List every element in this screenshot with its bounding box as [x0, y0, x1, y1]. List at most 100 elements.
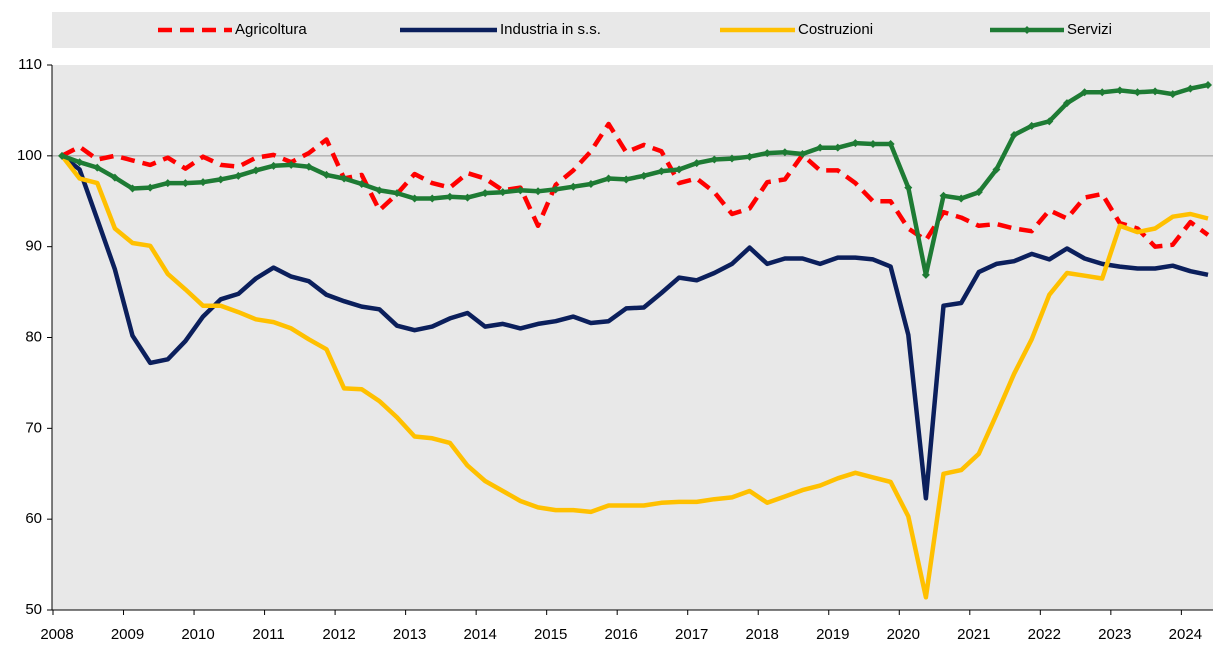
legend-label: Industria in s.s.	[500, 21, 601, 38]
series-marker	[745, 152, 754, 161]
series-marker	[1186, 84, 1195, 93]
series-marker	[816, 143, 825, 152]
series-marker	[110, 173, 119, 182]
y-tick-label: 50	[25, 601, 42, 618]
series-marker	[886, 140, 895, 149]
series-marker	[269, 161, 278, 170]
series-marker	[622, 175, 631, 184]
series-line	[60, 154, 1209, 501]
series-marker	[921, 270, 930, 279]
x-tick-label: 2013	[393, 626, 426, 643]
y-tick-label: 110	[18, 56, 42, 73]
x-tick-label: 2015	[534, 626, 567, 643]
series-marker	[974, 188, 983, 197]
series-marker	[128, 184, 137, 193]
series-marker	[851, 139, 860, 148]
series-marker	[727, 154, 736, 163]
series-marker	[58, 151, 66, 160]
series-marker	[1204, 80, 1212, 89]
series-marker	[357, 179, 366, 188]
series-marker	[1151, 87, 1160, 96]
x-tick-label: 2011	[252, 626, 284, 643]
series-marker	[428, 194, 437, 203]
series-marker	[93, 163, 102, 172]
series-marker	[1045, 117, 1054, 126]
series-marker	[569, 182, 578, 191]
series-marker	[1027, 121, 1036, 130]
x-tick-label: 2008	[40, 626, 73, 643]
series-marker	[534, 187, 543, 196]
x-tick-label: 2018	[746, 626, 779, 643]
series-marker	[1062, 99, 1071, 108]
series-marker	[1133, 88, 1142, 97]
series-marker	[675, 165, 684, 174]
series-marker	[1168, 90, 1177, 99]
series-marker	[710, 155, 719, 164]
series-marker	[322, 170, 331, 179]
series-marker	[639, 171, 648, 180]
series-marker	[869, 140, 878, 149]
series-marker	[939, 191, 948, 200]
series-marker	[392, 189, 401, 198]
series-marker	[498, 188, 507, 197]
y-tick-label: 90	[25, 238, 42, 255]
series-marker	[181, 179, 190, 188]
x-tick-label: 2014	[463, 626, 496, 643]
series-marker	[216, 175, 225, 184]
series-marker	[798, 150, 807, 159]
x-tick-label: 2010	[181, 626, 214, 643]
series-marker	[763, 149, 772, 158]
series-marker	[304, 162, 313, 171]
series-marker	[375, 186, 384, 195]
legend-label: Agricoltura	[235, 21, 307, 38]
x-tick-label: 2019	[816, 626, 849, 643]
series-marker	[75, 158, 84, 167]
x-tick-label: 2016	[604, 626, 637, 643]
series-marker	[1098, 88, 1107, 97]
series-marker	[481, 189, 490, 198]
y-tick-label: 100	[17, 147, 42, 164]
y-tick-label: 70	[25, 419, 42, 436]
series-marker	[657, 167, 666, 176]
series-marker	[199, 178, 208, 187]
legend-marker	[1023, 26, 1031, 34]
x-tick-label: 2021	[957, 626, 990, 643]
x-tick-label: 2012	[322, 626, 355, 643]
series-marker	[287, 160, 296, 169]
series-marker	[957, 194, 966, 203]
series-line	[60, 121, 1210, 249]
series-marker	[516, 186, 525, 195]
series-line	[60, 154, 1209, 600]
legend-label: Servizi	[1067, 21, 1112, 38]
plot-background	[52, 65, 1213, 610]
series-marker	[463, 193, 472, 202]
series-marker	[163, 179, 172, 188]
series-marker	[780, 148, 789, 157]
series-marker	[992, 165, 1001, 174]
legend-label: Costruzioni	[798, 21, 873, 38]
series-marker	[1080, 88, 1089, 97]
series-marker	[1115, 86, 1124, 95]
series-marker	[586, 179, 595, 188]
y-tick-label: 60	[25, 510, 42, 527]
x-tick-label: 2017	[675, 626, 708, 643]
series-marker	[340, 174, 349, 183]
series-marker	[234, 171, 243, 180]
series-marker	[410, 194, 419, 203]
x-tick-label: 2022	[1028, 626, 1061, 643]
series-marker	[551, 185, 560, 194]
x-tick-label: 2023	[1098, 626, 1131, 643]
x-tick-label: 2009	[111, 626, 144, 643]
series-marker	[833, 143, 842, 152]
x-tick-label: 2020	[887, 626, 920, 643]
x-tick-label: 2024	[1169, 626, 1202, 643]
series-marker	[251, 166, 260, 175]
series-marker	[1010, 130, 1019, 139]
series-marker	[692, 159, 701, 168]
series-marker	[904, 183, 913, 192]
series-marker	[445, 192, 454, 201]
series-marker	[604, 174, 613, 183]
y-tick-label: 80	[25, 328, 42, 345]
series-marker	[146, 183, 155, 192]
